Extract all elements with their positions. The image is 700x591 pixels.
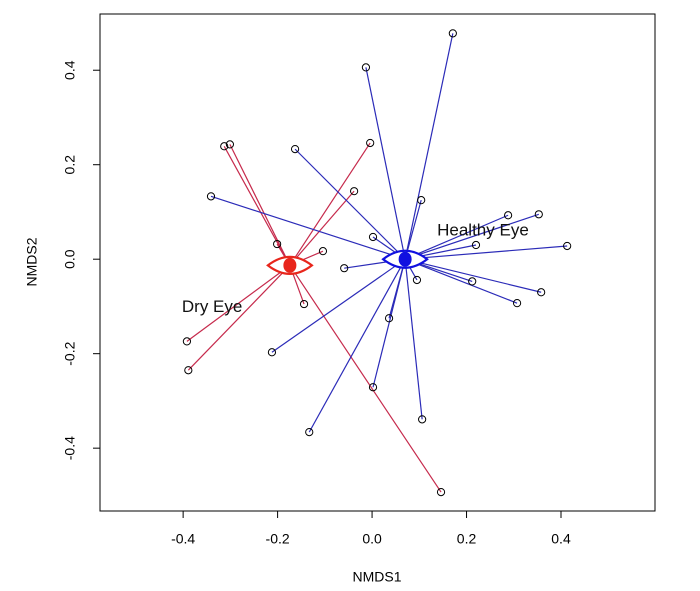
- centroid: [398, 251, 412, 267]
- spider-line: [223, 145, 291, 266]
- spider-line: [404, 199, 422, 260]
- point: [182, 337, 192, 346]
- plot-frame: [99, 13, 656, 512]
- point: [366, 138, 375, 148]
- spider-line: [186, 264, 291, 342]
- point: [368, 383, 378, 392]
- spider-line: [404, 214, 509, 260]
- spider-line: [271, 258, 406, 353]
- y-tick-label: 0.0: [62, 249, 78, 269]
- point: [361, 63, 371, 72]
- point: [350, 187, 359, 196]
- spider-line: [187, 264, 291, 371]
- spider-line: [372, 259, 406, 388]
- spider-line: [404, 213, 539, 260]
- group-label: Dry Eye: [182, 297, 242, 316]
- x-tick-label: -0.2: [266, 531, 290, 547]
- spider-line: [308, 258, 406, 433]
- point: [318, 247, 328, 256]
- point: [504, 211, 513, 220]
- point: [340, 264, 349, 273]
- point: [225, 140, 234, 149]
- spider-line: [294, 148, 406, 260]
- x-axis-title: NMDS1: [352, 569, 401, 585]
- group-label: Healthy Eye: [437, 221, 529, 240]
- spider-line: [229, 144, 291, 266]
- x-tick-label: 0.4: [551, 531, 571, 547]
- spider-line: [289, 265, 442, 493]
- point: [299, 299, 309, 309]
- y-tick-label: 0.4: [62, 60, 78, 80]
- y-axis-title: NMDS2: [24, 237, 40, 286]
- point: [206, 192, 216, 201]
- point: [471, 240, 481, 250]
- spider-line: [289, 142, 371, 266]
- point: [448, 29, 457, 38]
- spider-line: [404, 33, 454, 260]
- point: [534, 210, 543, 219]
- point: [273, 239, 282, 249]
- spider-line: [405, 245, 568, 260]
- point: [417, 196, 426, 205]
- spider-line: [289, 190, 355, 266]
- centroid-group: [381, 249, 429, 269]
- point: [384, 314, 394, 323]
- spider-line: [210, 195, 406, 260]
- point: [290, 145, 300, 154]
- point: [537, 288, 546, 297]
- centroid-group: [266, 255, 314, 275]
- x-tick-label: 0.2: [457, 531, 477, 547]
- spider-line: [365, 67, 406, 260]
- point: [267, 348, 277, 357]
- point: [184, 366, 193, 375]
- point: [512, 299, 522, 308]
- y-tick-label: 0.2: [62, 155, 78, 175]
- spider-line: [404, 259, 423, 420]
- x-tick-label: -0.4: [171, 531, 195, 547]
- spider-line: [404, 258, 542, 293]
- y-tick-label: -0.2: [62, 341, 78, 365]
- point: [436, 488, 446, 497]
- centroid: [283, 257, 297, 273]
- x-tick-label: 0.0: [362, 531, 382, 547]
- point: [220, 142, 229, 151]
- point: [418, 415, 427, 424]
- point: [563, 241, 572, 251]
- point: [368, 232, 378, 242]
- y-tick-label: -0.4: [62, 436, 78, 460]
- spider-line: [404, 258, 518, 304]
- point: [305, 428, 314, 437]
- point: [468, 277, 477, 286]
- point: [412, 275, 422, 285]
